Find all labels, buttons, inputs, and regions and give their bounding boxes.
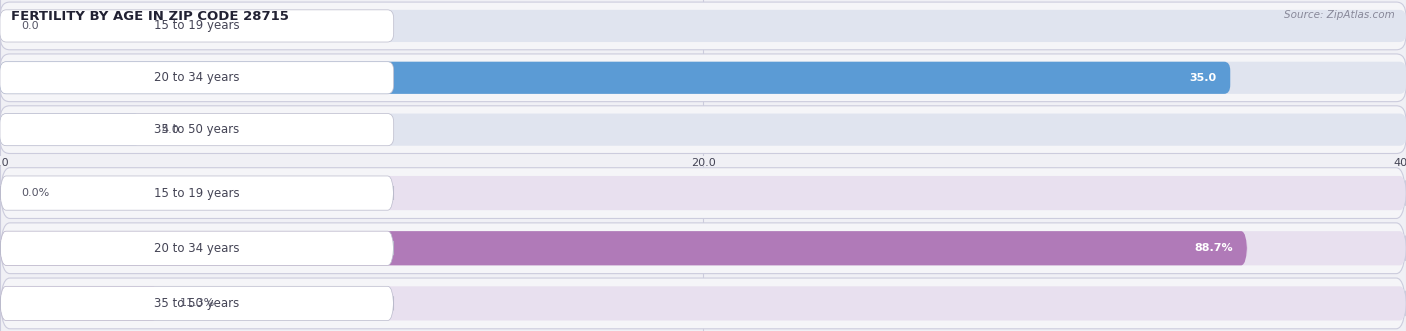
FancyBboxPatch shape — [0, 10, 394, 42]
FancyBboxPatch shape — [0, 62, 1406, 94]
FancyBboxPatch shape — [0, 176, 394, 210]
Text: 35 to 50 years: 35 to 50 years — [155, 123, 239, 136]
Text: 11.3%: 11.3% — [180, 299, 215, 308]
FancyBboxPatch shape — [0, 54, 1406, 102]
FancyBboxPatch shape — [0, 278, 1406, 329]
FancyBboxPatch shape — [0, 106, 1406, 154]
FancyBboxPatch shape — [0, 62, 1230, 94]
Text: 15 to 19 years: 15 to 19 years — [155, 20, 239, 32]
FancyBboxPatch shape — [0, 223, 1406, 274]
FancyBboxPatch shape — [0, 286, 1406, 320]
Text: 35.0: 35.0 — [1189, 73, 1216, 83]
FancyBboxPatch shape — [0, 176, 1406, 210]
Text: Source: ZipAtlas.com: Source: ZipAtlas.com — [1284, 10, 1395, 20]
FancyBboxPatch shape — [0, 231, 1406, 265]
Text: 88.7%: 88.7% — [1195, 243, 1233, 253]
FancyBboxPatch shape — [0, 286, 159, 320]
Text: 0.0: 0.0 — [21, 21, 39, 31]
Text: FERTILITY BY AGE IN ZIP CODE 28715: FERTILITY BY AGE IN ZIP CODE 28715 — [11, 10, 290, 23]
FancyBboxPatch shape — [0, 2, 1406, 50]
FancyBboxPatch shape — [0, 231, 394, 265]
Text: 4.0: 4.0 — [162, 125, 180, 135]
Text: 20 to 34 years: 20 to 34 years — [155, 242, 239, 255]
FancyBboxPatch shape — [0, 114, 394, 146]
FancyBboxPatch shape — [0, 114, 1406, 146]
FancyBboxPatch shape — [0, 231, 1247, 265]
FancyBboxPatch shape — [0, 62, 394, 94]
FancyBboxPatch shape — [0, 168, 1406, 218]
Text: 15 to 19 years: 15 to 19 years — [155, 187, 239, 200]
FancyBboxPatch shape — [0, 114, 141, 146]
Text: 35 to 50 years: 35 to 50 years — [155, 297, 239, 310]
Text: 0.0%: 0.0% — [21, 188, 49, 198]
Text: 20 to 34 years: 20 to 34 years — [155, 71, 239, 84]
FancyBboxPatch shape — [0, 10, 1406, 42]
FancyBboxPatch shape — [0, 286, 394, 320]
